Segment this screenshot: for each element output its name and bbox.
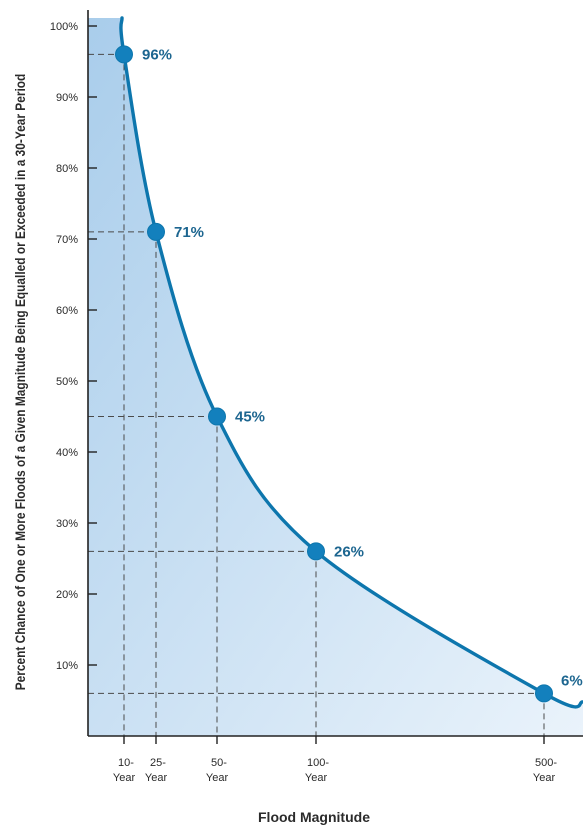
x-axis-title: Flood Magnitude bbox=[258, 809, 370, 825]
y-tick-label: 80% bbox=[56, 163, 78, 175]
area-under-curve bbox=[88, 18, 583, 736]
y-tick-label: 100% bbox=[50, 21, 78, 33]
x-tick-label: Year bbox=[113, 772, 136, 784]
x-tick-label: 25- bbox=[150, 757, 166, 769]
data-point-marker bbox=[307, 542, 325, 561]
x-axis-ticks: 10- Year 25- Year 50- Year 100- Year 500- Year bbox=[113, 736, 557, 784]
data-point-label: 96% bbox=[142, 46, 172, 63]
y-axis-ticks: 10% 20% 30% 40% 50% 60% 70% 80% 90% 100% bbox=[50, 21, 97, 672]
x-tick-label: Year bbox=[533, 772, 556, 784]
guide-lines bbox=[88, 53, 545, 736]
data-point-label: 26% bbox=[334, 543, 364, 560]
data-points bbox=[115, 45, 553, 703]
y-tick-label: 90% bbox=[56, 92, 78, 104]
y-tick-label: 20% bbox=[56, 589, 78, 601]
y-tick-label: 60% bbox=[56, 305, 78, 317]
y-tick-label: 40% bbox=[56, 447, 78, 459]
y-axis-title: Percent Chance of One or More Floods of … bbox=[12, 74, 28, 691]
data-point-marker bbox=[115, 45, 133, 64]
data-labels: 96% 71% 45% 26% 6% bbox=[142, 46, 583, 689]
data-point-marker bbox=[147, 222, 165, 241]
data-point-marker bbox=[535, 684, 553, 703]
y-tick-label: 50% bbox=[56, 376, 78, 388]
data-point-marker bbox=[208, 407, 226, 426]
axes bbox=[87, 10, 583, 737]
x-tick-label: 500- bbox=[535, 757, 557, 769]
y-tick-label: 70% bbox=[56, 234, 78, 246]
y-tick-label: 30% bbox=[56, 518, 78, 530]
x-tick-label: 10- bbox=[118, 757, 134, 769]
data-point-label: 6% bbox=[561, 672, 583, 689]
x-tick-label: 100- bbox=[307, 757, 329, 769]
data-point-label: 45% bbox=[235, 409, 265, 426]
probability-curve bbox=[119, 16, 583, 709]
y-tick-label: 10% bbox=[56, 660, 78, 672]
x-tick-label: 50- bbox=[211, 757, 227, 769]
x-tick-label: Year bbox=[145, 772, 168, 784]
x-tick-label: Year bbox=[305, 772, 328, 784]
data-point-label: 71% bbox=[174, 224, 204, 241]
x-tick-label: Year bbox=[206, 772, 229, 784]
